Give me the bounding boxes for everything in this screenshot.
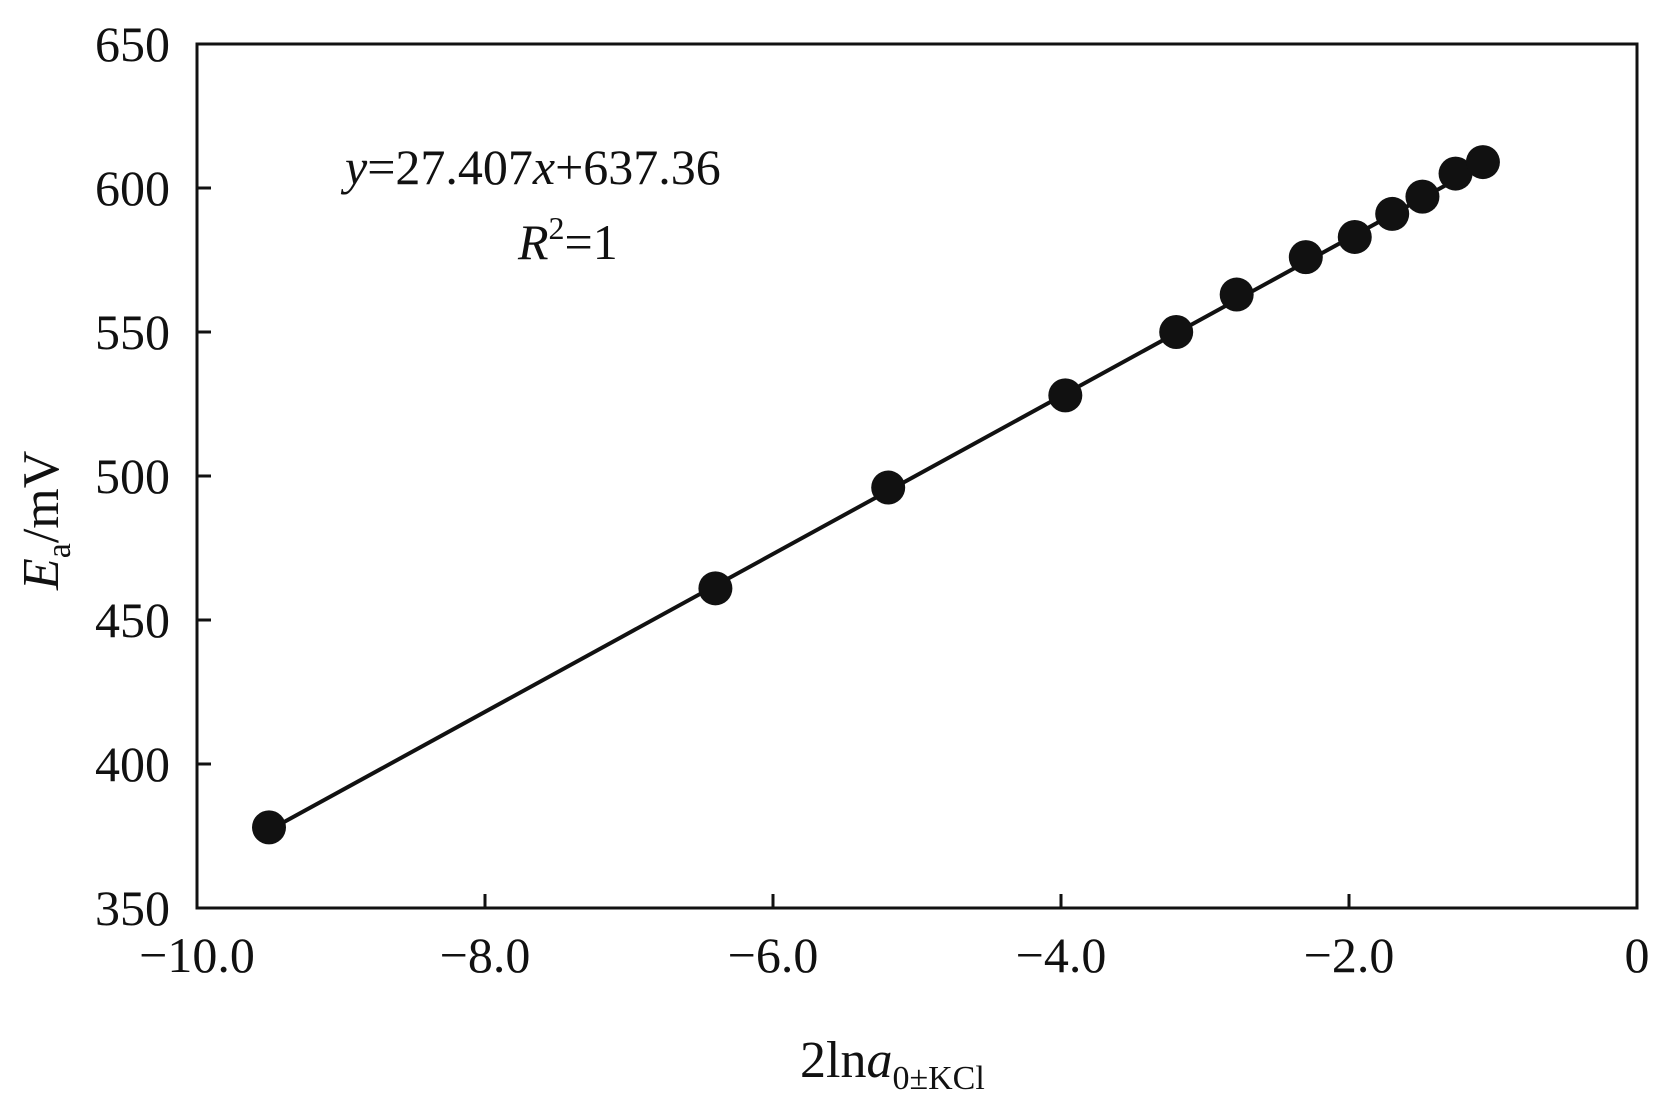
- y-tick-label: 550: [95, 304, 170, 360]
- y-axis-ticks: 350 400 450 500 550 600 650: [95, 16, 211, 936]
- data-point: [1159, 315, 1194, 349]
- x-tick-label: 0: [1625, 927, 1650, 983]
- x-axis-title-sub: 0±KCl: [892, 1060, 984, 1096]
- x-tick-label: −2.0: [1304, 927, 1395, 983]
- data-point: [1465, 145, 1500, 180]
- x-tick-label: −4.0: [1016, 927, 1107, 983]
- y-axis-title-sub: a: [41, 543, 78, 558]
- y-axis-title-unit: /mV: [13, 451, 70, 543]
- x-axis-title: 2lna0±KCl: [800, 1032, 985, 1096]
- y-tick-label: 400: [95, 736, 170, 792]
- data-point: [1405, 179, 1440, 214]
- data-point: [1048, 378, 1083, 413]
- y-tick-label: 350: [95, 880, 170, 936]
- y-tick-label: 450: [95, 592, 170, 648]
- y-axis-title: Ea/mV: [13, 451, 78, 591]
- x-axis-title-main: 2ln: [800, 1032, 866, 1089]
- equation-slope: =27.407: [367, 139, 533, 195]
- x-tick-label: −6.0: [728, 927, 819, 983]
- equation-x-var: x: [532, 139, 555, 195]
- equation-annotation: y=27.407x+637.36: [340, 139, 721, 195]
- x-axis-title-var: a: [866, 1032, 892, 1089]
- data-point: [871, 470, 906, 505]
- r2-value: =1: [565, 214, 618, 270]
- equation-y-var: y: [340, 139, 368, 195]
- x-axis-ticks: −10.0 −8.0 −6.0 −4.0 −2.0 0: [139, 894, 1650, 983]
- x-tick-label: −8.0: [440, 927, 531, 983]
- data-point: [252, 810, 286, 845]
- y-tick-label: 500: [95, 448, 170, 504]
- data-point: [1438, 156, 1473, 191]
- data-point: [1375, 196, 1410, 231]
- r2-var: R: [517, 214, 549, 270]
- x-tick-label: −10.0: [139, 927, 255, 983]
- y-tick-label: 650: [95, 16, 170, 72]
- y-tick-label: 600: [95, 160, 170, 216]
- data-point: [698, 571, 733, 606]
- y-axis-title-var: E: [13, 558, 70, 591]
- equation-intercept: +637.36: [555, 139, 721, 195]
- data-point: [1219, 277, 1254, 312]
- data-point: [1337, 219, 1372, 254]
- data-point: [1288, 240, 1323, 275]
- r2-superscript: 2: [549, 210, 565, 246]
- data-points: [252, 145, 1500, 845]
- r2-annotation: R2=1: [517, 210, 618, 270]
